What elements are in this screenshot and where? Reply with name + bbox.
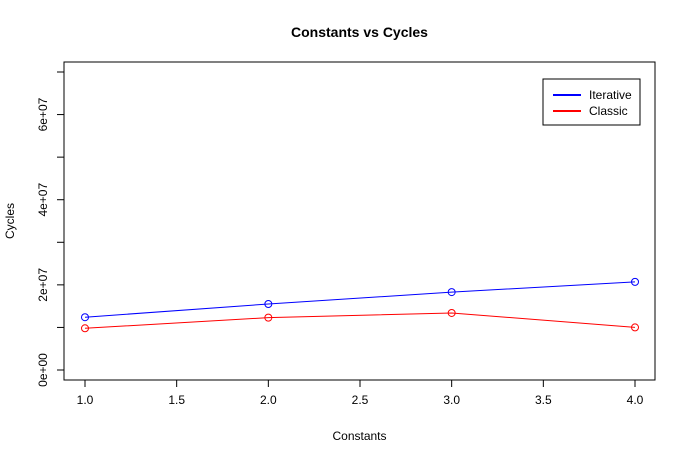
x-tick-label: 1.0	[77, 393, 94, 407]
data-point-iterative	[631, 277, 639, 286]
x-tick-label: 2.0	[260, 393, 277, 407]
y-tick-label: 0e+00	[36, 353, 50, 387]
data-point-iterative	[264, 300, 273, 309]
data-point-iterative	[447, 288, 456, 297]
series-line-classic	[84, 312, 636, 329]
chart-title: Constants vs Cycles	[291, 24, 428, 40]
series-layer	[81, 277, 639, 333]
data-point-classic	[631, 323, 639, 332]
data-point-classic	[81, 324, 89, 333]
x-tick-label: 3.0	[443, 393, 460, 407]
data-point-iterative	[81, 313, 89, 322]
legend: Iterative Classic	[542, 78, 641, 126]
x-tick-label: 4.0	[627, 393, 644, 407]
x-axis: 1.0 1.5 2.0 2.5 3.0 3.5 4.0	[77, 380, 644, 407]
y-axis: 0e+00 2e+07 4e+07 6e+07	[36, 71, 64, 387]
x-tick-label: 1.5	[168, 393, 185, 407]
x-axis-label: Constants	[332, 429, 386, 443]
y-tick-label: 6e+07	[36, 97, 50, 131]
legend-label-iterative: Iterative	[589, 88, 632, 102]
data-point-classic	[447, 308, 456, 317]
data-point-classic	[264, 313, 273, 322]
y-tick-label: 4e+07	[36, 183, 50, 217]
x-tick-label: 3.5	[535, 393, 552, 407]
legend-label-classic: Classic	[589, 104, 628, 118]
legend-box	[542, 78, 641, 126]
series-line-iterative	[84, 281, 636, 318]
x-tick-label: 2.5	[352, 393, 369, 407]
y-tick-label: 2e+07	[36, 268, 50, 302]
y-axis-label: Cycles	[3, 203, 17, 239]
